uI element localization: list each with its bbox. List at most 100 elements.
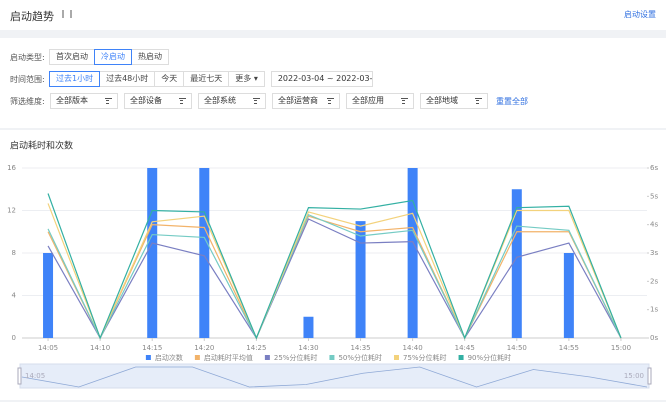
button-group: 首次启动 冷启动 热启动 [49,49,169,65]
y2-tick-label: 4s [650,221,658,229]
slider-label: 14:05 [25,372,45,380]
legend-swatch [458,355,464,360]
y2-tick-label: 2s [650,277,658,285]
y2-tick-label: 6s [650,164,658,172]
y2-tick-label: 5s [650,192,658,200]
option-text: 最近七天 [190,74,223,83]
line [47,193,622,340]
bar [147,168,158,338]
slider-handle [17,367,22,385]
slider-handle [647,367,652,385]
option-text: 过去1小时 [56,74,94,83]
legend-swatch [329,355,335,360]
dropdown-text: 全部运营商 [278,96,318,105]
option-text: 冷启动 [101,52,125,61]
time-range-row: 时间范围: 过去1小时 过去48小时 今天 最近七天 更多 ▾ 2022-03-04 ~… [10,71,373,87]
bar [199,168,210,338]
filter-icon [105,98,112,104]
line [47,213,622,340]
dimension-row: 筛选维度: 全部版本 全部设备 全部系统 全部运营商 全部应用 全部地域 重置全部 [10,93,528,109]
option-button[interactable]: 热启动 [131,49,169,65]
page-title: 启动趋势 [10,10,54,23]
filter-icon [475,98,482,104]
filter-icon [253,98,260,104]
dropdown[interactable]: 全部应用 [346,93,414,109]
x-tick-label: 14:20 [194,344,214,352]
bar [43,253,54,338]
bar [303,316,314,338]
y-tick-label: 16 [7,164,16,172]
filter-label: 筛选维度: [10,96,45,106]
x-tick-label: 14:45 [455,344,475,352]
dropdown[interactable]: 全部设备 [124,93,192,109]
option-button[interactable]: 首次启动 [49,49,95,65]
x-tick-label: 14:55 [559,344,579,352]
bar [563,253,574,338]
dropdown-group: 全部版本 全部设备 全部系统 全部运营商 全部应用 全部地域 [50,93,494,109]
filter-icon [179,98,186,104]
legend-label: 25%分位耗时 [274,353,318,362]
chart-panel: 启动耗时和次数 0 4 8 12 16 0s 1s 2s 3s 4s 5s 6s 14:05 14:10 1… [0,130,666,400]
legend-swatch [394,355,399,360]
x-tick-label: 14:40 [403,344,423,352]
dropdown[interactable]: 全部版本 [50,93,118,109]
dropdown[interactable]: 全部运营商 [272,93,340,109]
bar [511,189,522,338]
option-text: 首次启动 [56,52,88,61]
x-tick-label: 15:00 [611,344,631,352]
filter-label: 时间范围: [10,74,45,84]
settings-link[interactable]: 启动设置 [624,10,656,19]
dropdown[interactable]: 全部系统 [198,93,266,109]
legend-label: 90%分位耗时 [468,353,512,362]
dropdown[interactable]: 全部地域 [420,93,488,109]
chart: 启动耗时和次数 0 4 8 12 16 0s 1s 2s 3s 4s 5s 6s 14:05 14:10 1… [7,140,658,389]
reset-link[interactable]: 重置全部 [496,96,528,106]
slider-label: 15:00 [624,372,644,380]
dropdown-text: 全部应用 [352,96,384,105]
y2-tick-label: 1s [650,306,658,314]
legend-swatch [194,355,200,360]
x-tick-label: 14:35 [350,344,370,352]
slider-line [21,366,648,388]
line [47,215,622,340]
legend-label: 50%分位耗时 [338,353,382,362]
option-text: 今天 [161,74,178,83]
option-text: 过去48小时 [106,74,149,83]
option-text: 热启动 [138,52,162,61]
option-button[interactable]: 最近七天 [183,71,230,87]
x-tick-label: 14:15 [142,344,162,352]
option-button[interactable]: 冷启动 [94,49,132,65]
header: 启动趋势 启动设置 [0,0,666,30]
legend-swatch [264,355,270,360]
x-tick-label: 14:50 [507,344,527,352]
date-range[interactable]: 2022-03-04 ~ 2022-03-0 [270,71,373,87]
legend-label: 启动次数 [155,353,183,362]
x-tick-label: 14:05 [38,344,58,352]
bar [407,168,418,338]
x-tick-label: 14:10 [90,344,110,352]
option-text: 更多 [235,74,252,83]
y-tick-label: 8 [12,249,16,257]
filter-icon [401,98,408,104]
dropdown-text: 全部设备 [130,96,162,105]
legend-label: 启动耗时平均值 [204,353,253,362]
filter-panel: 启动类型: 首次启动 冷启动 热启动 时间范围: 过去1小时 过去48小时 今天 最近七天… [0,38,666,128]
x-tick-label: 14:25 [246,344,266,352]
option-button[interactable]: 过去1小时 [49,71,101,87]
button-group: 过去1小时 过去48小时 今天 最近七天 更多 ▾ [49,71,265,87]
launch-type-row: 启动类型: 首次启动 冷启动 热启动 [10,49,169,65]
y-tick-label: 0 [12,334,16,342]
dropdown-text: 全部地域 [426,96,458,105]
filter-label: 启动类型: [10,52,45,62]
line [47,218,622,340]
legend-label: 75%分位耗时 [403,353,447,362]
option-button[interactable]: 今天 [154,71,185,87]
title-icon [62,10,72,18]
option-button[interactable]: 更多 ▾ [228,71,265,87]
legend-swatch [145,355,151,360]
option-button[interactable]: 过去48小时 [99,71,156,87]
line [47,203,622,340]
y-tick-label: 4 [12,292,17,300]
chart-title: 启动耗时和次数 [10,140,73,152]
